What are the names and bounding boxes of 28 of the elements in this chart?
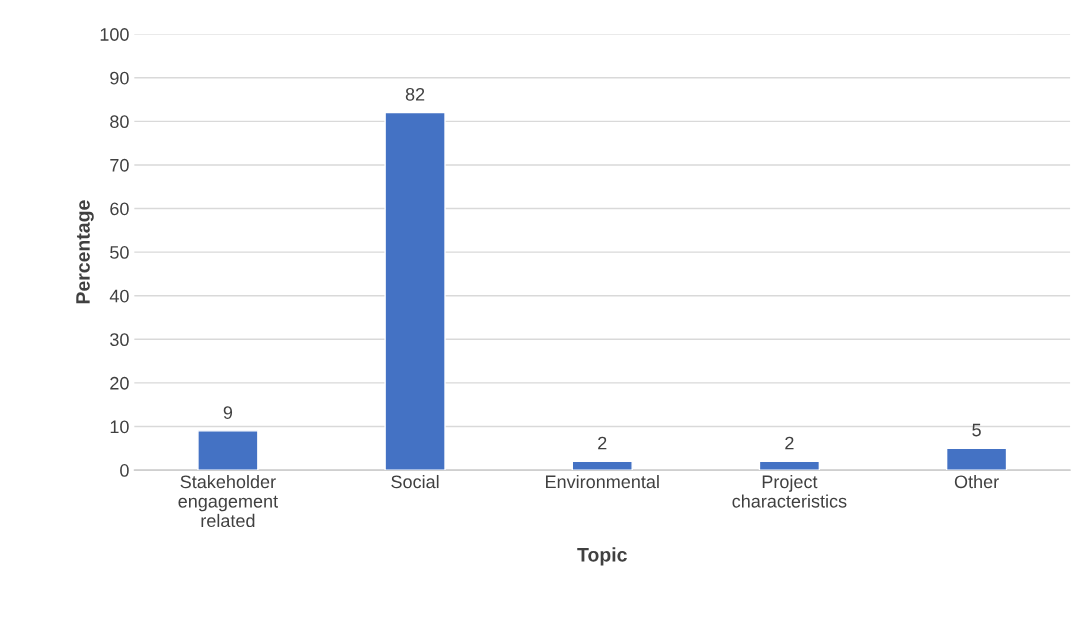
bar — [384, 111, 446, 471]
y-tick-label: 30 — [110, 333, 129, 347]
y-tick-label: 50 — [110, 246, 129, 259]
bar — [945, 447, 1008, 471]
y-tick-label: 20 — [110, 376, 129, 390]
bar — [197, 430, 259, 471]
bar — [571, 460, 633, 471]
bar — [758, 460, 821, 471]
y-tick-label: 100 — [100, 28, 129, 41]
data-label: 5 — [972, 423, 981, 437]
y-tick-label: 0 — [120, 464, 129, 477]
y-tick-label: 10 — [110, 420, 129, 434]
x-tick-label: Environmental — [546, 474, 659, 489]
y-axis-title: Percentage — [76, 200, 94, 304]
y-tick-label: 40 — [109, 289, 129, 303]
y-tick-label: 90 — [110, 71, 129, 85]
x-tick-label: Social — [391, 474, 439, 489]
data-label: 82 — [405, 87, 425, 101]
x-axis-title: Topic — [577, 547, 627, 566]
x-tick-label: Stakeholder engagement related — [178, 474, 278, 528]
y-tick-label: 70 — [110, 158, 129, 172]
x-tick-label: Other — [954, 474, 999, 489]
data-label: 2 — [785, 436, 794, 450]
x-tick-label: Project characteristics — [732, 474, 847, 508]
data-label: 2 — [598, 436, 607, 450]
data-label: 9 — [223, 406, 233, 419]
y-tick-label: 60 — [110, 202, 129, 216]
y-tick-label: 80 — [110, 115, 129, 129]
